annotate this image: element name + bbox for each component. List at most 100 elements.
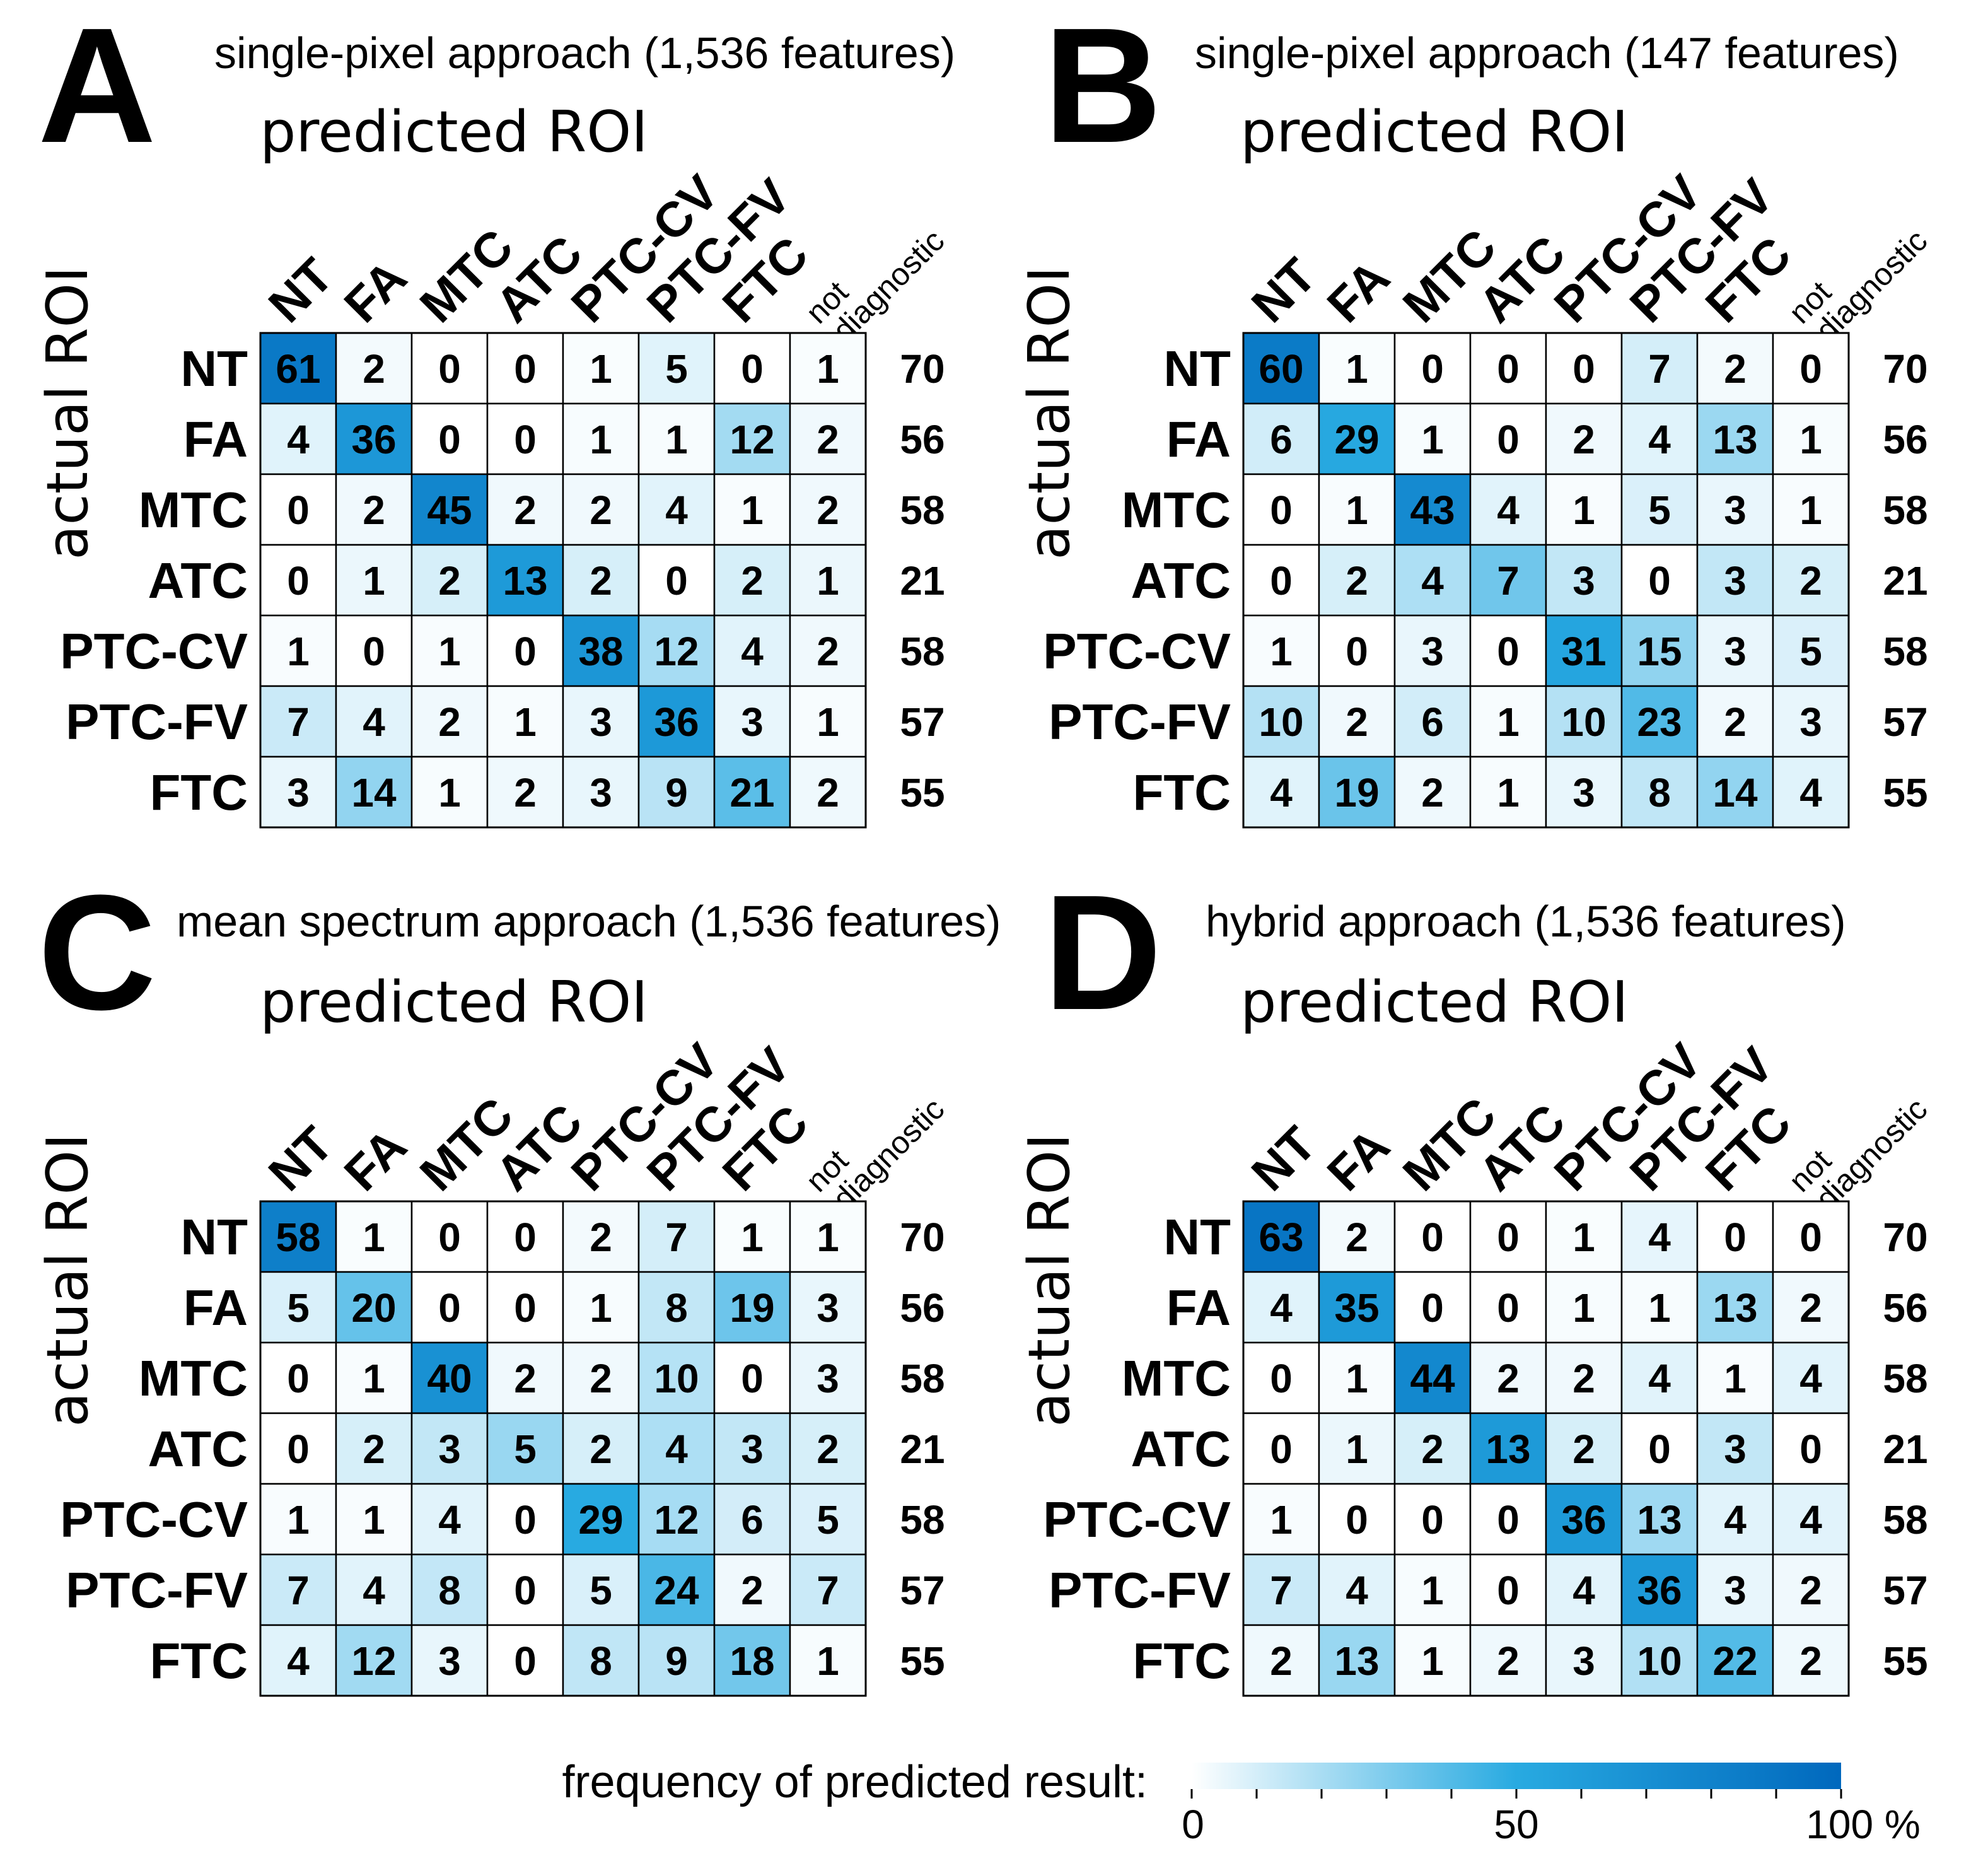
row-total: 58 [1883, 1497, 1927, 1543]
heatmap-cell [1620, 402, 1699, 475]
heatmap-cell [789, 1341, 867, 1414]
row-label-ptc-cv: PTC-CV [1043, 623, 1231, 679]
heatmap-cell [789, 1271, 867, 1344]
heatmap-cell [1393, 1553, 1472, 1626]
cell-value: 7 [287, 699, 310, 745]
heatmap-cell [410, 1553, 489, 1626]
heatmap-cell [1696, 1271, 1774, 1344]
heatmap-cell [789, 1412, 867, 1485]
matrix-border [259, 1200, 867, 1697]
cell-value: 12 [351, 1638, 396, 1684]
row-total: 56 [900, 417, 945, 462]
cell-value: 3 [817, 1285, 839, 1331]
cell-value: 2 [1572, 1426, 1595, 1472]
panel-letter: A [38, 0, 156, 177]
cell-value: 0 [514, 1215, 537, 1260]
cell-value: 2 [1270, 1638, 1293, 1684]
cell-value: 1 [1497, 699, 1520, 745]
cell-value: 10 [1258, 699, 1303, 745]
heatmap-cell [1620, 1412, 1699, 1485]
cell-value: 1 [363, 1356, 385, 1401]
cell-value: 1 [741, 487, 764, 533]
cell-value: 3 [1724, 1426, 1747, 1472]
cell-value: 3 [590, 699, 612, 745]
cell-value: 0 [1497, 417, 1520, 462]
cell-value: 2 [1346, 1215, 1368, 1260]
cell-value: 22 [1712, 1638, 1757, 1684]
heatmap-cell [637, 544, 716, 617]
heatmap-cell [1772, 544, 1850, 617]
cell-value: 3 [817, 1356, 839, 1401]
cell-value: 1 [1572, 1215, 1595, 1260]
cell-value: 0 [1270, 558, 1293, 604]
cell-value: 38 [578, 629, 623, 674]
heatmap-cell [410, 402, 489, 475]
cell-value: 7 [1648, 346, 1671, 392]
row-label-fa: FA [183, 411, 248, 467]
cell-value: 0 [665, 558, 688, 604]
panel-letter: D [1043, 861, 1162, 1044]
row-total: 21 [1883, 558, 1927, 604]
cell-value: 3 [287, 770, 310, 815]
heatmap-cell [713, 1341, 791, 1414]
cell-value: 9 [665, 1638, 688, 1684]
cell-value: 4 [1799, 770, 1822, 815]
heatmap-cell [1318, 1483, 1396, 1556]
cell-value: 4 [1270, 770, 1293, 815]
row-total: 70 [1883, 346, 1927, 392]
heatmap-cell [789, 473, 867, 546]
heatmap-cell [713, 473, 791, 546]
row-total: 21 [900, 1426, 945, 1472]
heatmap-cell [562, 685, 640, 758]
cell-value: 1 [1270, 1497, 1293, 1543]
row-label-ptc-fv: PTC-FV [66, 1562, 248, 1618]
cell-value: 2 [1346, 699, 1368, 745]
colorbar-legend: frequency of predicted result: 0 50 100 … [562, 1757, 1920, 1847]
cell-value: 0 [514, 346, 537, 392]
row-total: 58 [900, 487, 945, 533]
y-axis-title: actual ROI [35, 266, 101, 560]
cell-value: 0 [1799, 1426, 1822, 1472]
row-total: 58 [1883, 629, 1927, 674]
heatmap-cell [637, 614, 716, 687]
heatmap-cell [410, 755, 489, 829]
cell-value: 19 [1334, 770, 1379, 815]
cell-value: 1 [1648, 1285, 1671, 1331]
cell-value: 3 [1421, 629, 1444, 674]
cell-value: 2 [741, 1568, 764, 1613]
heatmap-cell [1696, 1553, 1774, 1626]
heatmap-cell [1545, 685, 1623, 758]
col-label-nt: NT [1241, 1116, 1327, 1201]
heatmap-cell [1469, 402, 1547, 475]
panel-letter: C [38, 861, 156, 1044]
row-label-mtc: MTC [139, 482, 248, 538]
heatmap-cell [1696, 1412, 1774, 1485]
cell-value: 4 [665, 487, 688, 533]
cell-value: 1 [1421, 1568, 1444, 1613]
cell-value: 2 [1572, 1356, 1595, 1401]
cell-value: 0 [1497, 1215, 1520, 1260]
heatmap-cell [486, 544, 564, 617]
row-total: 57 [900, 699, 945, 745]
cell-value: 1 [817, 558, 839, 604]
col-label-fa: FA [334, 249, 417, 333]
cell-value: 13 [1334, 1638, 1379, 1684]
colorbar-min-label: 0 [1182, 1802, 1204, 1847]
cell-value: 5 [1799, 629, 1822, 674]
cell-value: 20 [351, 1285, 396, 1331]
cell-value: 1 [287, 1497, 310, 1543]
row-total: 21 [1883, 1426, 1927, 1472]
cell-value: 3 [1724, 558, 1747, 604]
heatmap-cell [1393, 614, 1472, 687]
cell-value: 2 [1497, 1638, 1520, 1684]
heatmap-cell [562, 755, 640, 829]
cell-value: 2 [741, 558, 764, 604]
matrix-border [1242, 332, 1850, 829]
cell-value: 0 [1270, 1426, 1293, 1472]
cell-value: 35 [1334, 1285, 1379, 1331]
row-label-ftc: FTC [149, 764, 248, 820]
cell-value: 0 [1572, 346, 1595, 392]
heatmap-cell [259, 614, 337, 687]
row-total: 55 [900, 1638, 945, 1684]
heatmap-cell [1696, 544, 1774, 617]
